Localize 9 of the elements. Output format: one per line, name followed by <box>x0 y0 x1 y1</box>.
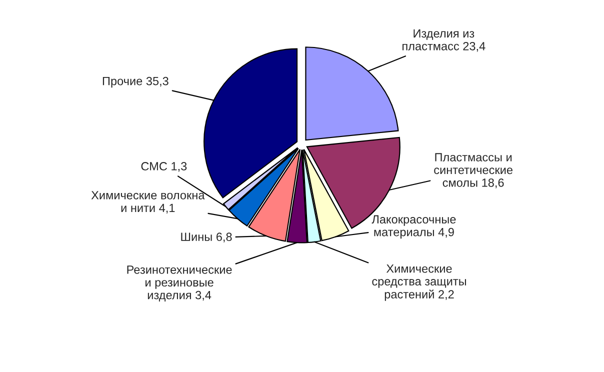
slice-label: Химические средства защиты растений 2,2 <box>372 264 466 301</box>
slice-label: Лакокрасочные материалы 4,9 <box>372 215 456 239</box>
slice-label: Прочие 35,3 <box>102 76 168 88</box>
slice-label: Пластмассы и синтетические смолы 18,6 <box>434 153 512 188</box>
slice-label: Химические волокна и нити 4,1 <box>91 191 205 214</box>
slice-label: СМС 1,3 <box>141 162 187 172</box>
slice-label: Изделия из пластмасс 23,4 <box>402 29 486 52</box>
slice-label: Резинотехнические и резиновые изделия 3,4 <box>127 266 232 302</box>
slice-label: Шины 6,8 <box>181 232 232 242</box>
